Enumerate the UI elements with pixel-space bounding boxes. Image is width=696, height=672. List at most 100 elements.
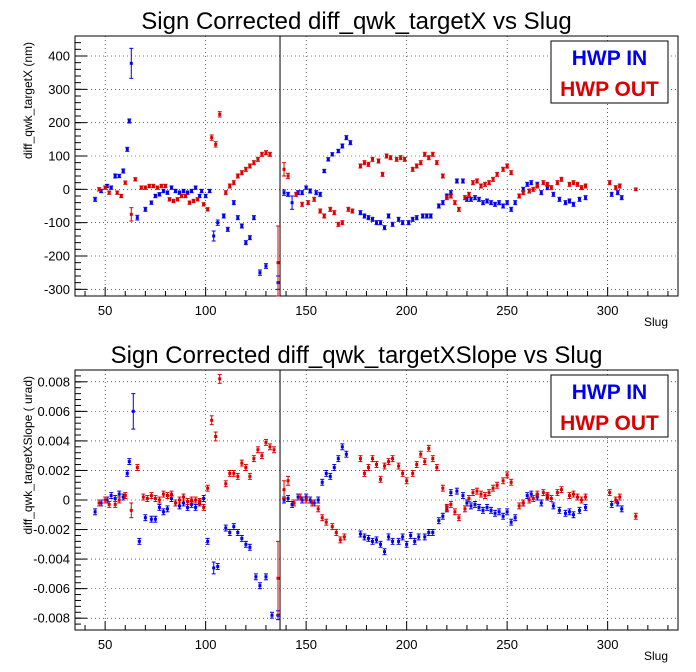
marker (399, 156, 403, 160)
marker (370, 217, 374, 221)
marker (133, 177, 137, 181)
data-point (557, 196, 562, 202)
marker (471, 181, 475, 185)
marker (525, 182, 529, 186)
data-point (559, 176, 564, 182)
marker (493, 511, 497, 515)
data-point (541, 489, 546, 497)
marker (294, 192, 298, 196)
marker (541, 181, 545, 185)
marker (328, 474, 332, 478)
marker (125, 147, 129, 151)
data-point (235, 173, 240, 179)
marker (206, 207, 210, 211)
data-point (362, 160, 367, 166)
marker (419, 452, 423, 456)
data-point (410, 216, 415, 222)
marker (174, 189, 177, 193)
marker (214, 142, 218, 146)
marker (383, 550, 387, 554)
data-point (332, 464, 337, 471)
data-point (617, 183, 622, 189)
marker (340, 144, 344, 148)
y-axis-label: diff_qwk_targetXSlope ( urad) (21, 376, 35, 535)
data-point (571, 490, 576, 498)
data-point (165, 505, 170, 513)
data-point (615, 190, 620, 196)
marker (298, 495, 302, 499)
data-point (203, 193, 208, 199)
marker (427, 446, 431, 450)
data-point (129, 207, 134, 222)
data-point (414, 215, 419, 221)
x-tick-label: 150 (295, 637, 317, 652)
marker (539, 191, 543, 195)
marker (377, 159, 381, 163)
marker (497, 510, 501, 514)
data-point (430, 151, 435, 157)
y-tick-label: 400 (48, 49, 70, 64)
data-point (390, 221, 395, 227)
data-point (235, 215, 240, 221)
data-point (386, 533, 391, 541)
marker (401, 535, 405, 539)
data-point (501, 203, 506, 209)
marker (473, 502, 477, 506)
y-tick-label: 0.004 (37, 433, 70, 448)
marker (97, 501, 101, 505)
data-point (426, 444, 431, 452)
marker (467, 192, 471, 196)
marker (417, 535, 421, 539)
marker (282, 498, 286, 502)
data-point (436, 203, 441, 209)
marker (182, 189, 186, 193)
marker (149, 201, 153, 205)
data-point (583, 195, 588, 201)
data-point (483, 492, 488, 500)
data-point (382, 548, 387, 556)
marker (151, 184, 155, 188)
data-point (259, 452, 264, 460)
data-point (181, 493, 186, 501)
marker (379, 542, 383, 546)
data-point (479, 183, 484, 189)
y-tick-label: -0.008 (33, 611, 70, 626)
data-point (334, 529, 339, 536)
marker (584, 184, 588, 188)
marker (119, 194, 123, 198)
data-point (117, 173, 122, 179)
marker (549, 497, 553, 501)
data-point (193, 185, 198, 190)
marker (190, 498, 194, 502)
marker (535, 184, 539, 188)
marker (427, 531, 431, 534)
data-point (318, 191, 323, 197)
marker (366, 216, 370, 220)
marker (405, 479, 409, 483)
data-point (440, 484, 445, 492)
data-point (517, 193, 522, 199)
marker (614, 186, 618, 190)
marker (153, 194, 157, 198)
marker (240, 461, 244, 465)
data-point (394, 156, 399, 162)
data-point (571, 180, 576, 186)
marker (559, 177, 563, 181)
marker (551, 504, 555, 508)
data-point (159, 183, 164, 189)
marker (584, 196, 588, 200)
data-point (123, 180, 128, 185)
data-point (177, 502, 182, 510)
data-point (193, 496, 198, 504)
marker (222, 214, 226, 218)
data-point (428, 213, 433, 219)
data-point (444, 195, 449, 201)
marker (194, 186, 198, 190)
marker (123, 494, 127, 498)
legend: HWP IN HWP OUT (550, 40, 669, 104)
data-point (145, 495, 150, 502)
legend: HWP IN HWP OUT (550, 374, 669, 438)
data-point (306, 200, 311, 206)
marker (147, 184, 151, 188)
data-point (223, 480, 228, 488)
